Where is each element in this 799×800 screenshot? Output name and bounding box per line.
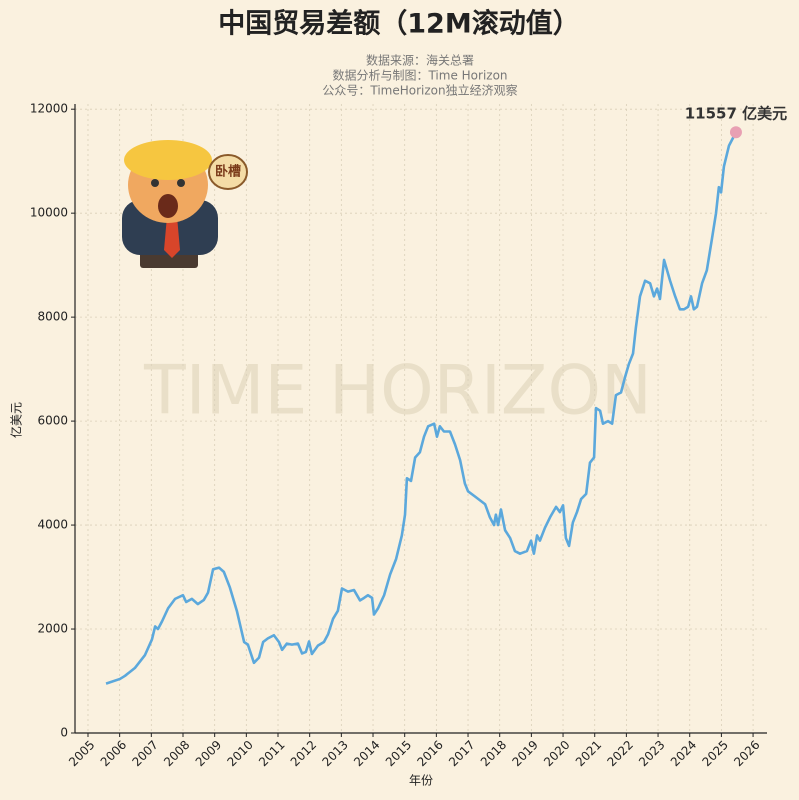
subtitle: 数据分析与制图：Time Horizon (332, 68, 507, 83)
end-marker (729, 126, 742, 139)
y-tick-label: 6000 (37, 414, 68, 428)
line-series (105, 131, 738, 685)
subtitle: 数据来源：海关总署 (366, 53, 474, 68)
annotation: 11557 亿美元 (685, 105, 787, 123)
chart-title: 中国贸易差额（12M滚动值） (218, 8, 579, 40)
watermark: TIME HORIZON (143, 352, 652, 431)
y-tick-label: 2000 (37, 622, 68, 636)
y-axis-label: 亿美元 (9, 402, 24, 438)
y-tick-label: 10000 (30, 206, 68, 220)
y-tick-label: 0 (60, 726, 68, 740)
y-tick-label: 12000 (30, 102, 68, 116)
cartoon: 卧槽 (122, 140, 248, 268)
sticker-text: 卧槽 (215, 164, 241, 180)
x-axis-label: 年份 (409, 774, 433, 788)
y-tick-label: 4000 (37, 518, 68, 532)
subtitle: 公众号：TimeHorizon独立经济观察 (322, 83, 517, 98)
y-tick-label: 8000 (37, 310, 68, 324)
